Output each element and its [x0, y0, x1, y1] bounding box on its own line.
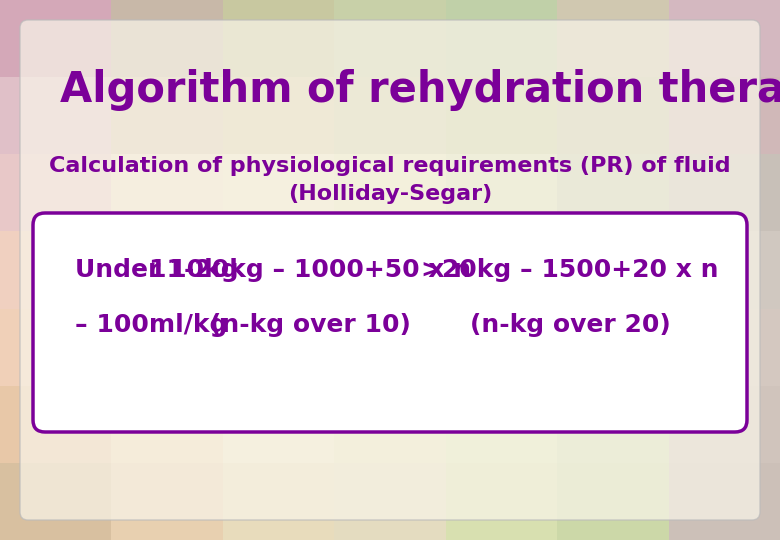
Bar	[668, 232, 780, 308]
Bar	[668, 154, 780, 232]
Bar	[112, 77, 223, 154]
Bar	[557, 154, 668, 232]
Bar	[0, 77, 112, 154]
Bar	[668, 0, 780, 77]
Text: (n-kg over 20): (n-kg over 20)	[470, 313, 670, 337]
Bar	[0, 0, 112, 77]
Bar	[0, 154, 112, 232]
Bar	[112, 232, 223, 308]
Bar	[557, 386, 668, 463]
Text: – 100ml/kg: – 100ml/kg	[75, 313, 228, 337]
Text: Under 10kg: Under 10kg	[75, 258, 239, 282]
Bar	[0, 232, 112, 308]
Bar	[223, 154, 335, 232]
Bar	[668, 77, 780, 154]
Bar	[445, 0, 557, 77]
Bar	[112, 308, 223, 386]
Bar	[223, 232, 335, 308]
Bar	[335, 77, 445, 154]
Bar	[223, 463, 335, 540]
Bar	[335, 154, 445, 232]
Bar	[112, 0, 223, 77]
Bar	[445, 308, 557, 386]
Text: Calculation of physiological requirements (PR) of fluid
(Holliday-Segar): Calculation of physiological requirement…	[49, 156, 731, 204]
Bar	[112, 463, 223, 540]
Bar	[445, 463, 557, 540]
Text: (n-kg over 10): (n-kg over 10)	[210, 313, 410, 337]
Bar	[112, 386, 223, 463]
Bar	[0, 308, 112, 386]
Bar	[445, 77, 557, 154]
Bar	[223, 386, 335, 463]
Bar	[557, 0, 668, 77]
Bar	[335, 308, 445, 386]
Bar	[223, 0, 335, 77]
Text: Algorithm of rehydration therapy: Algorithm of rehydration therapy	[60, 69, 780, 111]
Text: >20kg – 1500+20 x n: >20kg – 1500+20 x n	[421, 258, 718, 282]
Bar	[223, 77, 335, 154]
Bar	[445, 386, 557, 463]
FancyBboxPatch shape	[20, 20, 760, 520]
Bar	[668, 386, 780, 463]
Bar	[668, 463, 780, 540]
Bar	[335, 463, 445, 540]
Bar	[557, 463, 668, 540]
Bar	[335, 386, 445, 463]
Bar	[0, 463, 112, 540]
Text: 11-20kg – 1000+50 x n: 11-20kg – 1000+50 x n	[149, 258, 471, 282]
Bar	[557, 308, 668, 386]
Bar	[335, 232, 445, 308]
Bar	[445, 232, 557, 308]
Bar	[223, 308, 335, 386]
Bar	[557, 77, 668, 154]
Bar	[557, 232, 668, 308]
FancyBboxPatch shape	[33, 213, 747, 432]
Bar	[0, 386, 112, 463]
Bar	[335, 0, 445, 77]
Bar	[112, 154, 223, 232]
Bar	[668, 308, 780, 386]
Bar	[445, 154, 557, 232]
